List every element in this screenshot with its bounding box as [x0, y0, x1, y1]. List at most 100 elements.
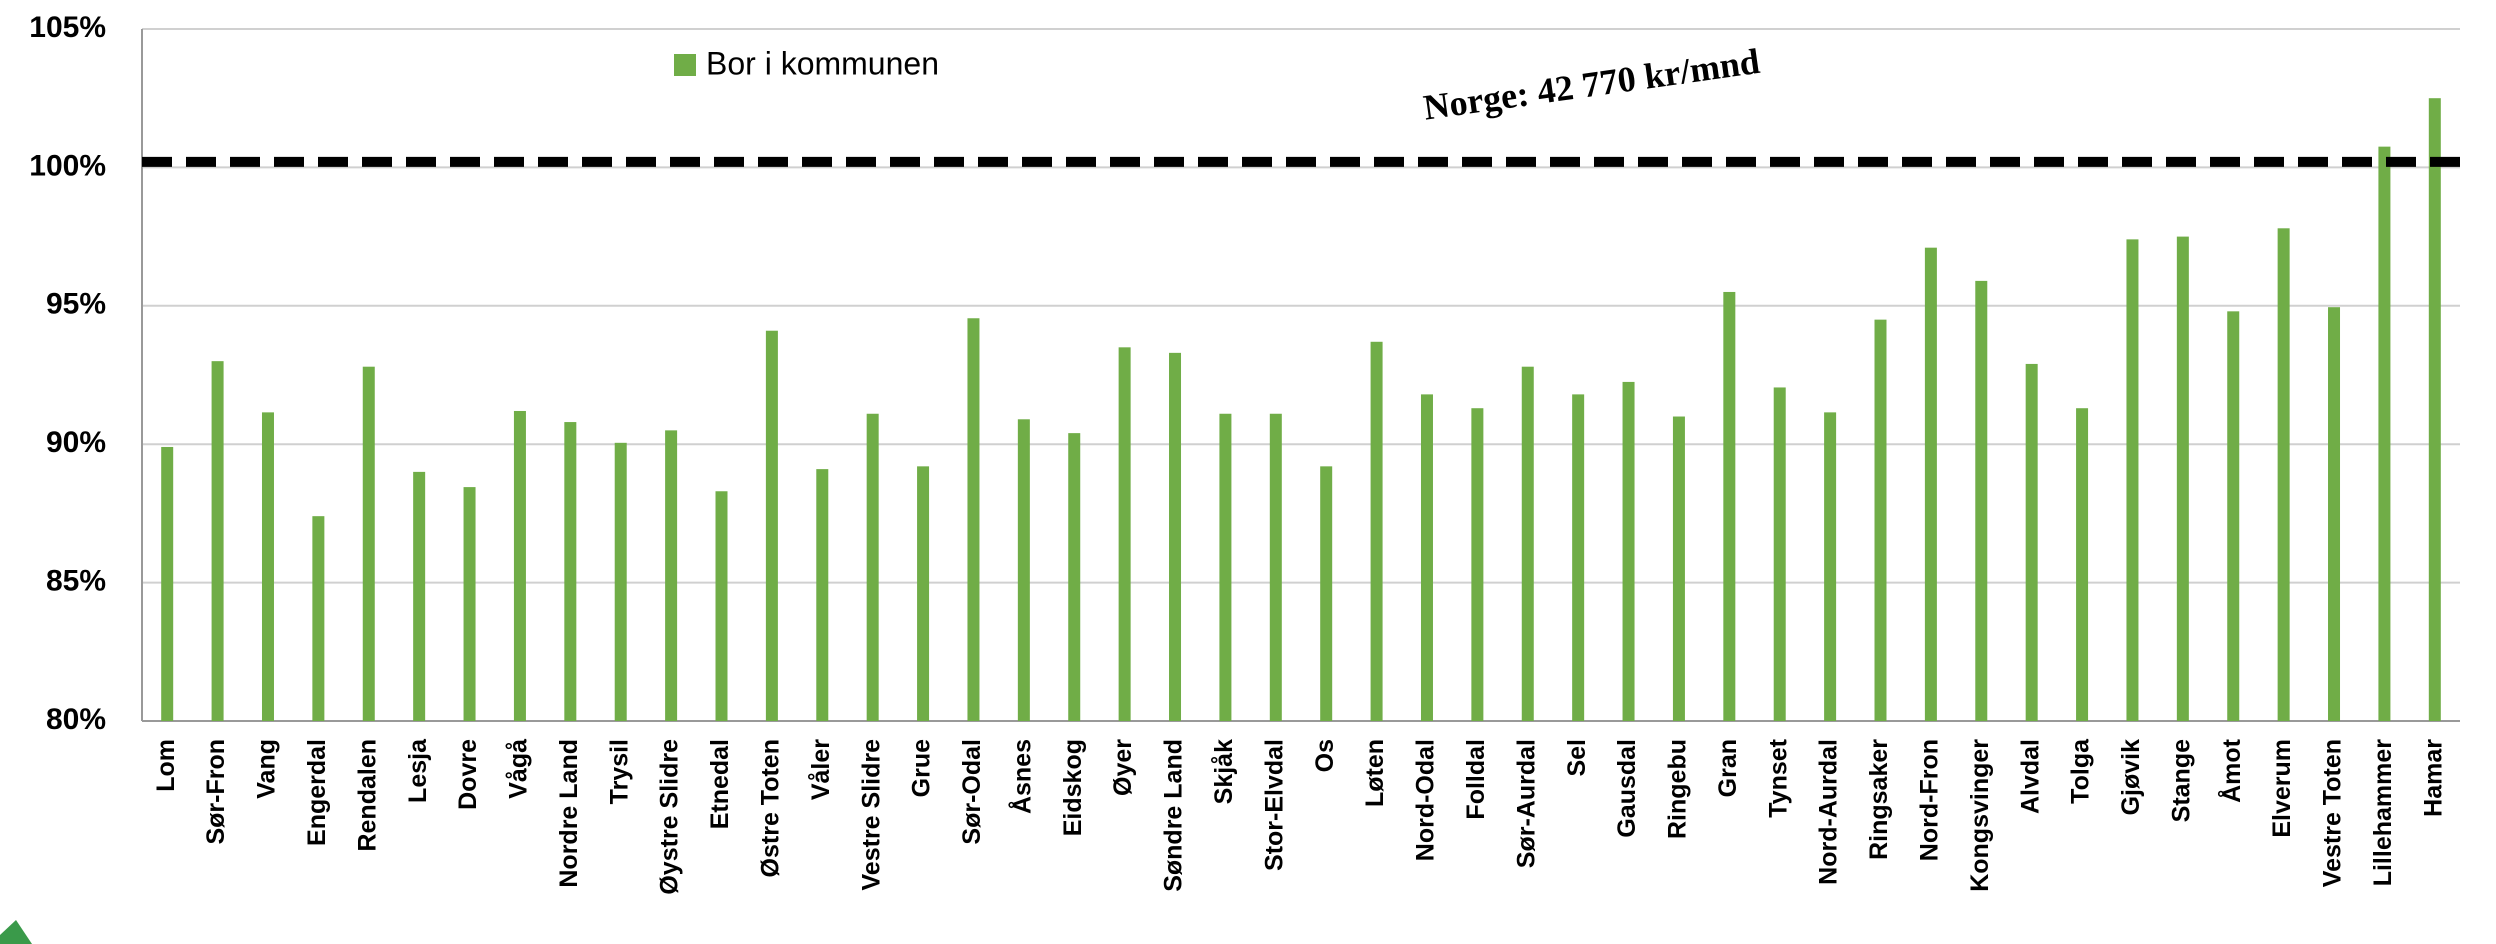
- x-tick-label: Gausdal: [1613, 739, 1641, 838]
- bar: [463, 487, 476, 721]
- x-tick-label: Vågå: [505, 739, 533, 799]
- x-tick-label: Rendalen: [353, 739, 381, 852]
- x-tick-label: Sør-Odal: [958, 739, 986, 845]
- x-tick-label: Gjøvik: [2117, 739, 2145, 816]
- x-tick-label: Stor-Elvdal: [1260, 739, 1288, 871]
- bar: [2076, 408, 2089, 721]
- bar: [2126, 239, 2139, 722]
- y-tick-label: 95%: [46, 288, 106, 321]
- x-tick-label: Åmot: [2217, 738, 2246, 803]
- bar: [765, 330, 778, 721]
- x-tick-label: Lillehammer: [2369, 739, 2397, 887]
- bar: [1975, 280, 1988, 721]
- x-tick-label: Ringsaker: [1865, 739, 1893, 860]
- bar: [1370, 341, 1383, 721]
- x-tick-label: Vang: [253, 739, 281, 799]
- bar: [211, 361, 224, 721]
- bar: [161, 446, 174, 721]
- bar: [2227, 311, 2240, 721]
- x-tick-label: Stange: [2167, 739, 2195, 822]
- x-tick-label: Os: [1311, 739, 1339, 772]
- x-tick-label: Tynset: [1764, 738, 1792, 817]
- x-tick-label: Søndre Land: [1160, 739, 1188, 892]
- reference-label: Norge: 42 770 kr/mnd: [1421, 41, 1762, 128]
- bar: [2378, 146, 2391, 721]
- x-tick-label: Lom: [152, 739, 180, 792]
- bar: [1269, 413, 1282, 721]
- x-tick-label: Engerdal: [303, 739, 331, 846]
- x-tick-label: Vestre Slidre: [857, 739, 885, 891]
- bar: [362, 366, 375, 721]
- x-tick-label: Nord-Aurdal: [1815, 739, 1843, 885]
- bar: [2025, 363, 2038, 721]
- bar: [1874, 319, 1887, 721]
- bar: [1924, 247, 1937, 721]
- x-tick-label: Hamar: [2419, 739, 2447, 817]
- bar: [1068, 433, 1081, 721]
- x-tick-label: Sør-Fron: [202, 739, 230, 845]
- bar: [1017, 419, 1030, 721]
- bar: [2176, 236, 2189, 721]
- x-tick-label: Sel: [1563, 739, 1591, 777]
- bar: [665, 430, 678, 721]
- y-tick-label: 90%: [46, 426, 106, 459]
- bar: [1169, 352, 1182, 721]
- bar: [1521, 366, 1534, 721]
- bar: [1471, 408, 1484, 721]
- bar: [1572, 394, 1585, 721]
- x-tick-label: Trysil: [605, 739, 633, 804]
- bar: [312, 516, 325, 721]
- x-tick-label: Øystre Slidre: [656, 739, 684, 895]
- x-tick-label: Tolga: [2067, 738, 2095, 804]
- bar: [564, 422, 577, 721]
- x-tick-label: Nord-Odal: [1412, 739, 1440, 861]
- x-tick-label: Folldal: [1462, 739, 1490, 820]
- x-tick-label: Østre Toten: [757, 739, 785, 877]
- bar: [866, 413, 879, 721]
- x-tick-label: Nord-Fron: [1916, 739, 1944, 861]
- bar: [1219, 413, 1232, 721]
- x-tick-label: Etnedal: [706, 739, 734, 829]
- bar: [1622, 381, 1635, 721]
- x-tick-label: Kongsvinger: [1966, 739, 1994, 892]
- bar: [2328, 307, 2341, 721]
- x-tick-label: Sør-Aurdal: [1512, 739, 1540, 868]
- bar: [2277, 228, 2290, 721]
- y-tick-label: 100%: [29, 149, 106, 182]
- x-tick-label: Alvdal: [2016, 739, 2044, 814]
- x-tick-label: Skjåk: [1210, 739, 1238, 804]
- bar: [513, 410, 526, 721]
- bar: [2428, 98, 2441, 721]
- x-tick-label: Gran: [1714, 739, 1742, 797]
- y-tick-label: 105%: [29, 11, 106, 44]
- bar: [1320, 466, 1333, 721]
- bar: [1420, 394, 1433, 721]
- bar: [1118, 347, 1131, 721]
- bar: [715, 491, 728, 721]
- x-tick-label: Øyer: [1109, 739, 1137, 796]
- bar: [967, 318, 980, 721]
- bar: [917, 466, 930, 721]
- legend-label: Bor i kommunen: [706, 45, 939, 81]
- x-tick-label: Dovre: [454, 739, 482, 810]
- bar: [1824, 412, 1837, 721]
- x-tick-label: Eidskog: [1059, 739, 1087, 836]
- x-tick-label: Ringebu: [1664, 739, 1692, 839]
- x-tick-label: Elverum: [2268, 739, 2296, 838]
- legend-swatch: [674, 54, 696, 76]
- x-tick-label: Vestre Toten: [2319, 739, 2347, 887]
- corner-decoration: [0, 920, 32, 944]
- bar: [261, 412, 274, 721]
- y-tick-label: 85%: [46, 565, 106, 598]
- x-tick-label: Våler: [807, 739, 835, 800]
- x-tick-label: Lesja: [404, 738, 432, 803]
- bar: [816, 469, 829, 721]
- bar: [1773, 387, 1786, 721]
- x-tick-label: Grue: [908, 739, 936, 797]
- bar: [614, 442, 627, 721]
- bar: [1672, 416, 1685, 721]
- y-tick-label: 80%: [46, 703, 106, 736]
- x-tick-label: Nordre Land: [555, 739, 583, 888]
